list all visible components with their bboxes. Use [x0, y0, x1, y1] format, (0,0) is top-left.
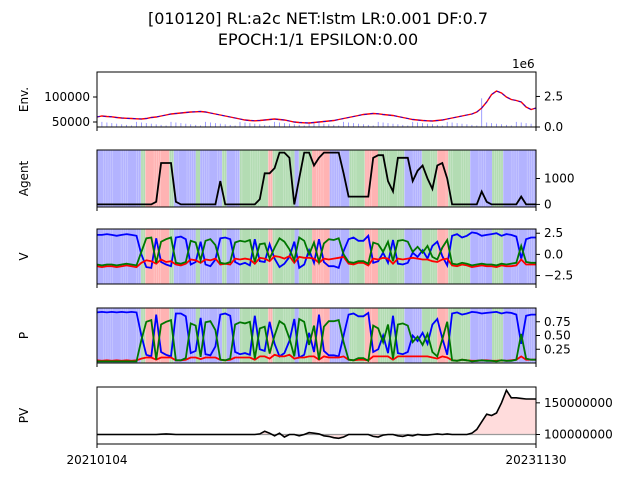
panel3-bg-segment: [222, 308, 227, 363]
env-price-line-blue: [96, 90, 537, 124]
x-tick-end: 20231130: [505, 453, 566, 467]
panel1-bg-segment: [349, 150, 365, 207]
panel1-bg-segment: [97, 150, 141, 207]
panel1-bg-segment: [140, 150, 146, 207]
panel3-bg-segment: [97, 308, 141, 363]
panel1-bg-segment: [503, 150, 536, 207]
panel2-bg-segment: [222, 229, 227, 284]
pv-line: [97, 388, 536, 440]
panel1-bg-segment: [470, 150, 493, 207]
panel1-bg-segment: [222, 150, 227, 207]
v-ytick-1-label: 0.0: [544, 247, 563, 261]
panel0-frame: [96, 71, 537, 128]
panel2-bg-segment: [97, 229, 141, 284]
panel4-frame: [96, 386, 537, 445]
panel3-bg-segment: [268, 308, 273, 363]
panel1-bg-segment: [169, 150, 174, 207]
p-ytick-1-label: 0.50: [544, 329, 571, 343]
env-ylabel: Env.: [17, 87, 31, 112]
panel3-bg-segment: [169, 308, 174, 363]
panel2-bg-segment: [492, 229, 504, 284]
panel1-bg-segment: [195, 150, 201, 207]
p-series-line-2: [97, 317, 536, 363]
panel2-bg-segment: [349, 229, 365, 284]
env-price-line-red: [96, 90, 537, 124]
panel2-bg-segment: [448, 229, 471, 284]
pv-ytick-1-label: 100000000: [544, 428, 613, 442]
panel1-bg-segment: [329, 150, 350, 207]
panel1-bg-segment: [272, 150, 295, 207]
agent-ylabel: Agent: [17, 160, 31, 196]
panel1-bg-segment: [312, 150, 330, 207]
panel1-bg-segment: [226, 150, 240, 207]
p-ytick-0-label: 0.75: [544, 315, 571, 329]
v-series-line-2: [96, 236, 536, 267]
panel2-bg-segment: [329, 229, 350, 284]
pv-ylabel: PV: [17, 407, 31, 423]
panel1-bg-segment: [294, 150, 299, 207]
panel2-bg-segment: [195, 229, 201, 284]
panel2-bg-segment: [298, 229, 313, 284]
panels: 100000 50000 2.5 0.0 1e6 Env. 1000 0 Agent 2.5 0.0…: [17, 57, 613, 448]
p-ytick-2-label: 0.25: [544, 342, 571, 356]
agent-ytick-0-label: 1000: [544, 172, 575, 186]
env-ytick-right-1-label: 0.0: [544, 120, 563, 134]
panel1-bg-segment: [492, 150, 504, 207]
panel3-bg-segment: [448, 308, 471, 363]
env-ytick-left-1-label: 50000: [52, 115, 90, 129]
panel3-bg-segment: [470, 308, 493, 363]
panel1-bg-segment: [378, 150, 405, 207]
panel2-frame: [96, 228, 537, 285]
panel3-bg-segment: [349, 308, 365, 363]
panel3-bg-segment: [312, 308, 330, 363]
agent-ytick-1-label: 0: [544, 197, 552, 211]
panel1-bg-segment: [448, 150, 471, 207]
v-ylabel: V: [17, 252, 31, 261]
panel2-bg-segment: [470, 229, 493, 284]
p-ylabel: P: [17, 332, 31, 339]
x-tick-start: 20210104: [66, 453, 127, 467]
panel3-bg-segment: [298, 308, 313, 363]
v-ytick-0-label: 2.5: [544, 226, 563, 240]
panel3-bg-segment: [492, 308, 504, 363]
panel1-bg-segment: [173, 150, 196, 207]
panel1-bg-segment: [268, 150, 273, 207]
title-line1: [010120] RL:a2c NET:lstm LR:0.001 DF:0.7: [148, 9, 488, 28]
env-axis-offset: 1e6: [512, 57, 535, 71]
title-line2: EPOCH:1/1 EPSILON:0.00: [218, 30, 418, 49]
panel2-bg-segment: [421, 229, 438, 284]
panel1-bg-segment: [421, 150, 438, 207]
env-ytick-right-0-label: 2.5: [544, 89, 563, 103]
p-series-line-0: [96, 310, 536, 359]
panel1-bg-segment: [437, 150, 449, 207]
v-ytick-2-label: −2.5: [544, 269, 573, 283]
panel1-bg-segment: [200, 150, 223, 207]
env-ytick-left-0-label: 100000: [44, 90, 90, 104]
agent-line: [97, 151, 536, 206]
pv-ytick-0-label: 150000000: [544, 396, 613, 410]
panel2-bg-segment: [169, 229, 174, 284]
pv-area: [97, 390, 536, 439]
panel3-bg-segment: [272, 308, 295, 363]
v-series-line-1: [96, 254, 536, 269]
